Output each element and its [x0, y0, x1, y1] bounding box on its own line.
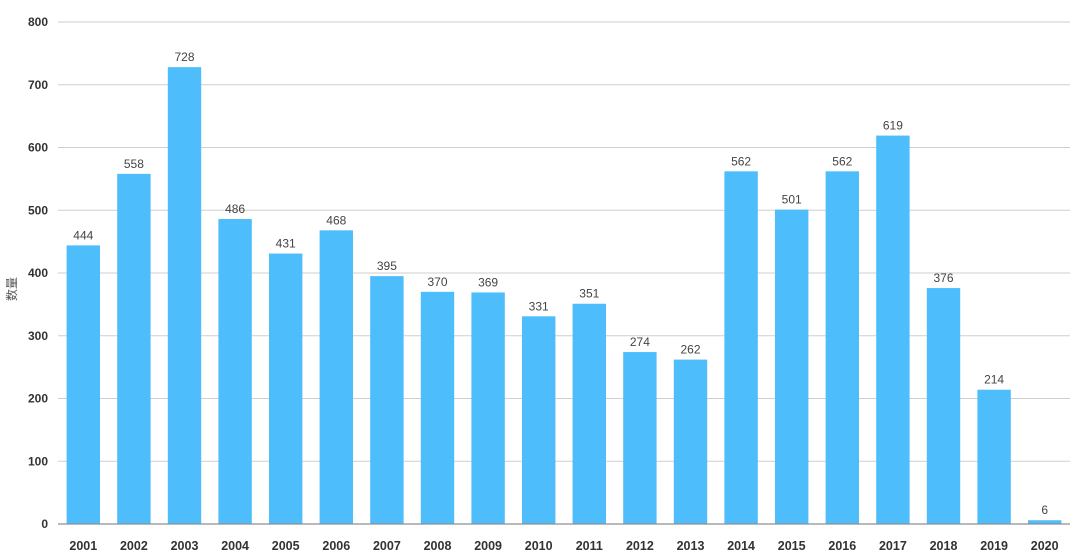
- bar: [167, 67, 202, 525]
- data-label: 370: [427, 275, 447, 289]
- bar: [926, 288, 961, 524]
- x-tick-label: 2010: [525, 539, 553, 553]
- x-tick-label: 2015: [778, 539, 806, 553]
- y-tick-label: 500: [28, 203, 48, 217]
- x-tick-label: 2017: [879, 539, 907, 553]
- y-axis-ticks: 0 100 200 300 400 500 600 700 800: [28, 15, 48, 531]
- y-tick-label: 0: [41, 517, 48, 531]
- bar: [522, 316, 556, 524]
- y-tick-label: 800: [28, 15, 48, 29]
- x-tick-label: 2014: [727, 539, 755, 553]
- bar: [623, 352, 657, 524]
- bars: [66, 67, 1062, 525]
- x-tick-label: 2005: [272, 539, 300, 553]
- data-label: 395: [377, 259, 397, 273]
- x-tick-label: 2013: [677, 539, 705, 553]
- x-axis-ticks: 2001 2002 2003 2004 2005 2006 2007 2008 2009 2010…: [69, 539, 1058, 553]
- bar: [673, 359, 708, 524]
- bar: [1028, 520, 1062, 524]
- data-label: 468: [326, 213, 346, 227]
- x-tick-label: 2003: [171, 539, 199, 553]
- bar: [420, 291, 455, 524]
- bar: [319, 230, 353, 524]
- x-tick-label: 2018: [930, 539, 958, 553]
- data-label: 262: [680, 343, 700, 357]
- bar: [572, 303, 606, 524]
- data-label: 444: [73, 228, 93, 242]
- x-tick-label: 2001: [69, 539, 97, 553]
- x-tick-label: 2002: [120, 539, 148, 553]
- x-tick-label: 2011: [576, 539, 603, 553]
- data-label: 351: [579, 287, 599, 301]
- y-tick-label: 600: [28, 141, 48, 155]
- bar: [724, 171, 758, 524]
- data-label: 619: [883, 119, 903, 133]
- data-label: 431: [276, 237, 296, 251]
- x-tick-label: 2009: [474, 539, 502, 553]
- y-tick-label: 100: [28, 454, 48, 468]
- bar: [66, 245, 100, 524]
- data-label: 376: [933, 271, 953, 285]
- x-tick-label: 2012: [626, 539, 654, 553]
- x-tick-label: 2007: [373, 539, 401, 553]
- data-label: 214: [984, 373, 1004, 387]
- y-tick-label: 400: [28, 266, 48, 280]
- y-tick-label: 200: [28, 392, 48, 406]
- x-tick-label: 2006: [322, 539, 350, 553]
- bar: [775, 209, 809, 524]
- data-label: 331: [529, 299, 549, 313]
- bar: [218, 219, 252, 524]
- y-tick-label: 300: [28, 329, 48, 343]
- bar: [471, 292, 505, 524]
- x-tick-label: 2016: [828, 539, 856, 553]
- bar: [825, 171, 859, 524]
- data-label: 501: [782, 193, 802, 207]
- data-label: 562: [832, 154, 852, 168]
- data-label: 6: [1041, 503, 1048, 517]
- x-tick-label: 2008: [424, 539, 452, 553]
- data-label: 274: [630, 335, 650, 349]
- bar: [269, 253, 303, 525]
- data-labels: 444 558 728 486 431 468 395 370 369 331 351 274 262 5…: [73, 50, 1048, 517]
- data-label: 728: [174, 50, 194, 64]
- data-label: 558: [124, 157, 144, 171]
- x-tick-label: 2004: [221, 539, 249, 553]
- x-tick-label: 2020: [1031, 539, 1059, 553]
- bar: [370, 276, 404, 524]
- bar: [876, 135, 910, 524]
- data-label: 562: [731, 154, 751, 168]
- bar: [117, 173, 151, 525]
- bar: [977, 389, 1011, 524]
- gridlines: [58, 21, 1070, 462]
- data-label: 486: [225, 202, 245, 216]
- y-axis-title: 数量: [4, 277, 19, 301]
- x-tick-label: 2019: [980, 539, 1008, 553]
- data-label: 369: [478, 275, 498, 289]
- y-tick-label: 700: [28, 78, 48, 92]
